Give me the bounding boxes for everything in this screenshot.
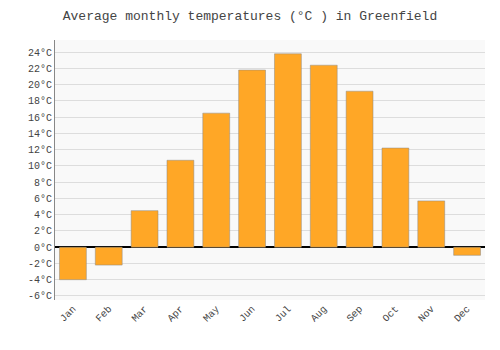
- svg-text:14°C: 14°C: [28, 129, 52, 140]
- svg-text:-4°C: -4°C: [28, 275, 52, 286]
- svg-text:22°C: 22°C: [28, 64, 52, 75]
- svg-text:Feb: Feb: [94, 304, 115, 325]
- svg-text:Dec: Dec: [452, 304, 473, 325]
- svg-text:Nov: Nov: [416, 304, 437, 325]
- svg-text:16°C: 16°C: [28, 113, 52, 124]
- svg-text:May: May: [201, 304, 222, 325]
- svg-text:Oct: Oct: [381, 304, 402, 325]
- svg-text:Sep: Sep: [345, 304, 366, 325]
- svg-text:-2°C: -2°C: [28, 259, 52, 270]
- svg-text:18°C: 18°C: [28, 96, 52, 107]
- svg-text:10°C: 10°C: [28, 161, 52, 172]
- svg-text:20°C: 20°C: [28, 80, 52, 91]
- svg-text:Apr: Apr: [166, 304, 187, 325]
- svg-text:12°C: 12°C: [28, 145, 52, 156]
- svg-text:Average monthly temperatures (: Average monthly temperatures (°C ) in Gr…: [63, 9, 437, 24]
- svg-text:8°C: 8°C: [34, 178, 52, 189]
- svg-text:Jul: Jul: [273, 304, 294, 325]
- svg-text:2°C: 2°C: [34, 226, 52, 237]
- svg-text:0°C: 0°C: [34, 243, 52, 254]
- svg-text:Aug: Aug: [309, 304, 330, 325]
- svg-text:-6°C: -6°C: [28, 291, 52, 302]
- svg-text:4°C: 4°C: [34, 210, 52, 221]
- svg-text:Mar: Mar: [130, 304, 151, 325]
- svg-text:Jan: Jan: [58, 304, 79, 325]
- svg-text:Jun: Jun: [237, 304, 258, 325]
- svg-text:24°C: 24°C: [28, 48, 52, 59]
- svg-text:6°C: 6°C: [34, 194, 52, 205]
